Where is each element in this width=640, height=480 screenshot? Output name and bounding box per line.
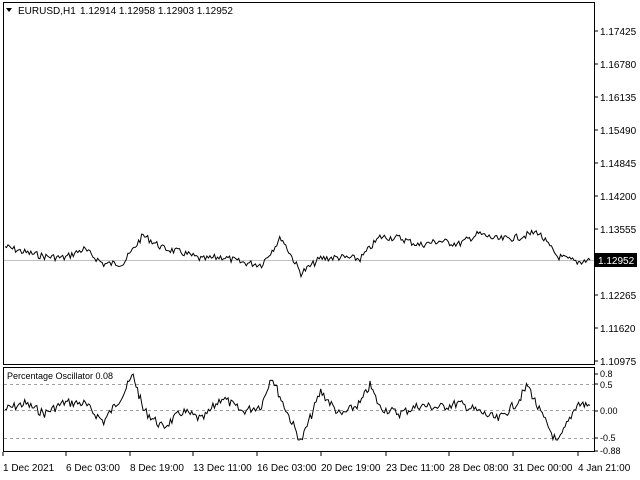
osc-tick-label: -0.5: [600, 433, 616, 443]
price-series-line: [4, 229, 591, 279]
current-price-tag: [595, 253, 637, 267]
price-pane[interactable]: [3, 2, 595, 365]
time-tick-label: 28 Dec 08:00: [449, 463, 509, 474]
time-tick-label: 16 Dec 03:00: [257, 463, 317, 474]
price-tick-label: 1.10975: [600, 357, 637, 368]
osc-tick-label: 0.00: [600, 406, 618, 416]
time-tick-label: 23 Dec 11:00: [386, 463, 445, 474]
time-tick-label: 8 Dec 19:00: [130, 463, 184, 474]
price-tick-label: 1.15490: [600, 126, 637, 137]
triangle-down-icon[interactable]: [6, 8, 12, 12]
time-tick-label: 20 Dec 19:00: [321, 463, 381, 474]
time-tick-label: 1 Dec 2021: [3, 463, 55, 474]
time-tick-label: 4 Jan 21:00: [578, 463, 631, 474]
time-axis: 1 Dec 2021 6 Dec 03:00 8 Dec 19:00 13 De…: [2, 452, 631, 474]
oscillator-axis: 0.8 0.5 0.00 -0.5 -0.88: [595, 369, 621, 456]
price-tick-label: 1.16135: [600, 93, 637, 104]
price-tick-label: 1.14845: [600, 159, 637, 170]
price-tick-label: 1.14200: [600, 192, 637, 203]
oscillator-title: Percentage Oscillator 0.08: [7, 371, 113, 381]
time-tick-label: 31 Dec 00:00: [513, 463, 573, 474]
price-tick-label: 1.13555: [600, 225, 637, 236]
price-tick-label: 1.11620: [600, 324, 636, 335]
time-tick-label: 13 Dec 11:00: [193, 463, 252, 474]
current-price-value: 1.12952: [598, 256, 635, 267]
oscillator-pane[interactable]: [3, 367, 595, 452]
time-tick-label: 6 Dec 03:00: [66, 463, 120, 474]
price-tick-label: 1.16780: [600, 60, 637, 71]
price-axis: 1.17425 1.16780 1.16135 1.15490 1.14845 …: [595, 27, 637, 368]
price-tick-label: 1.12265: [600, 291, 637, 302]
osc-tick-label: -0.88: [600, 446, 621, 456]
osc-tick-label: 0.8: [600, 369, 613, 379]
symbol-label: EURUSD,H1: [18, 6, 76, 17]
price-tick-label: 1.17425: [600, 27, 637, 38]
ohlc-values: 1.12914 1.12958 1.12903 1.12952: [80, 6, 233, 17]
oscillator-series-line: [4, 373, 591, 442]
osc-tick-label: 0.5: [600, 380, 613, 390]
